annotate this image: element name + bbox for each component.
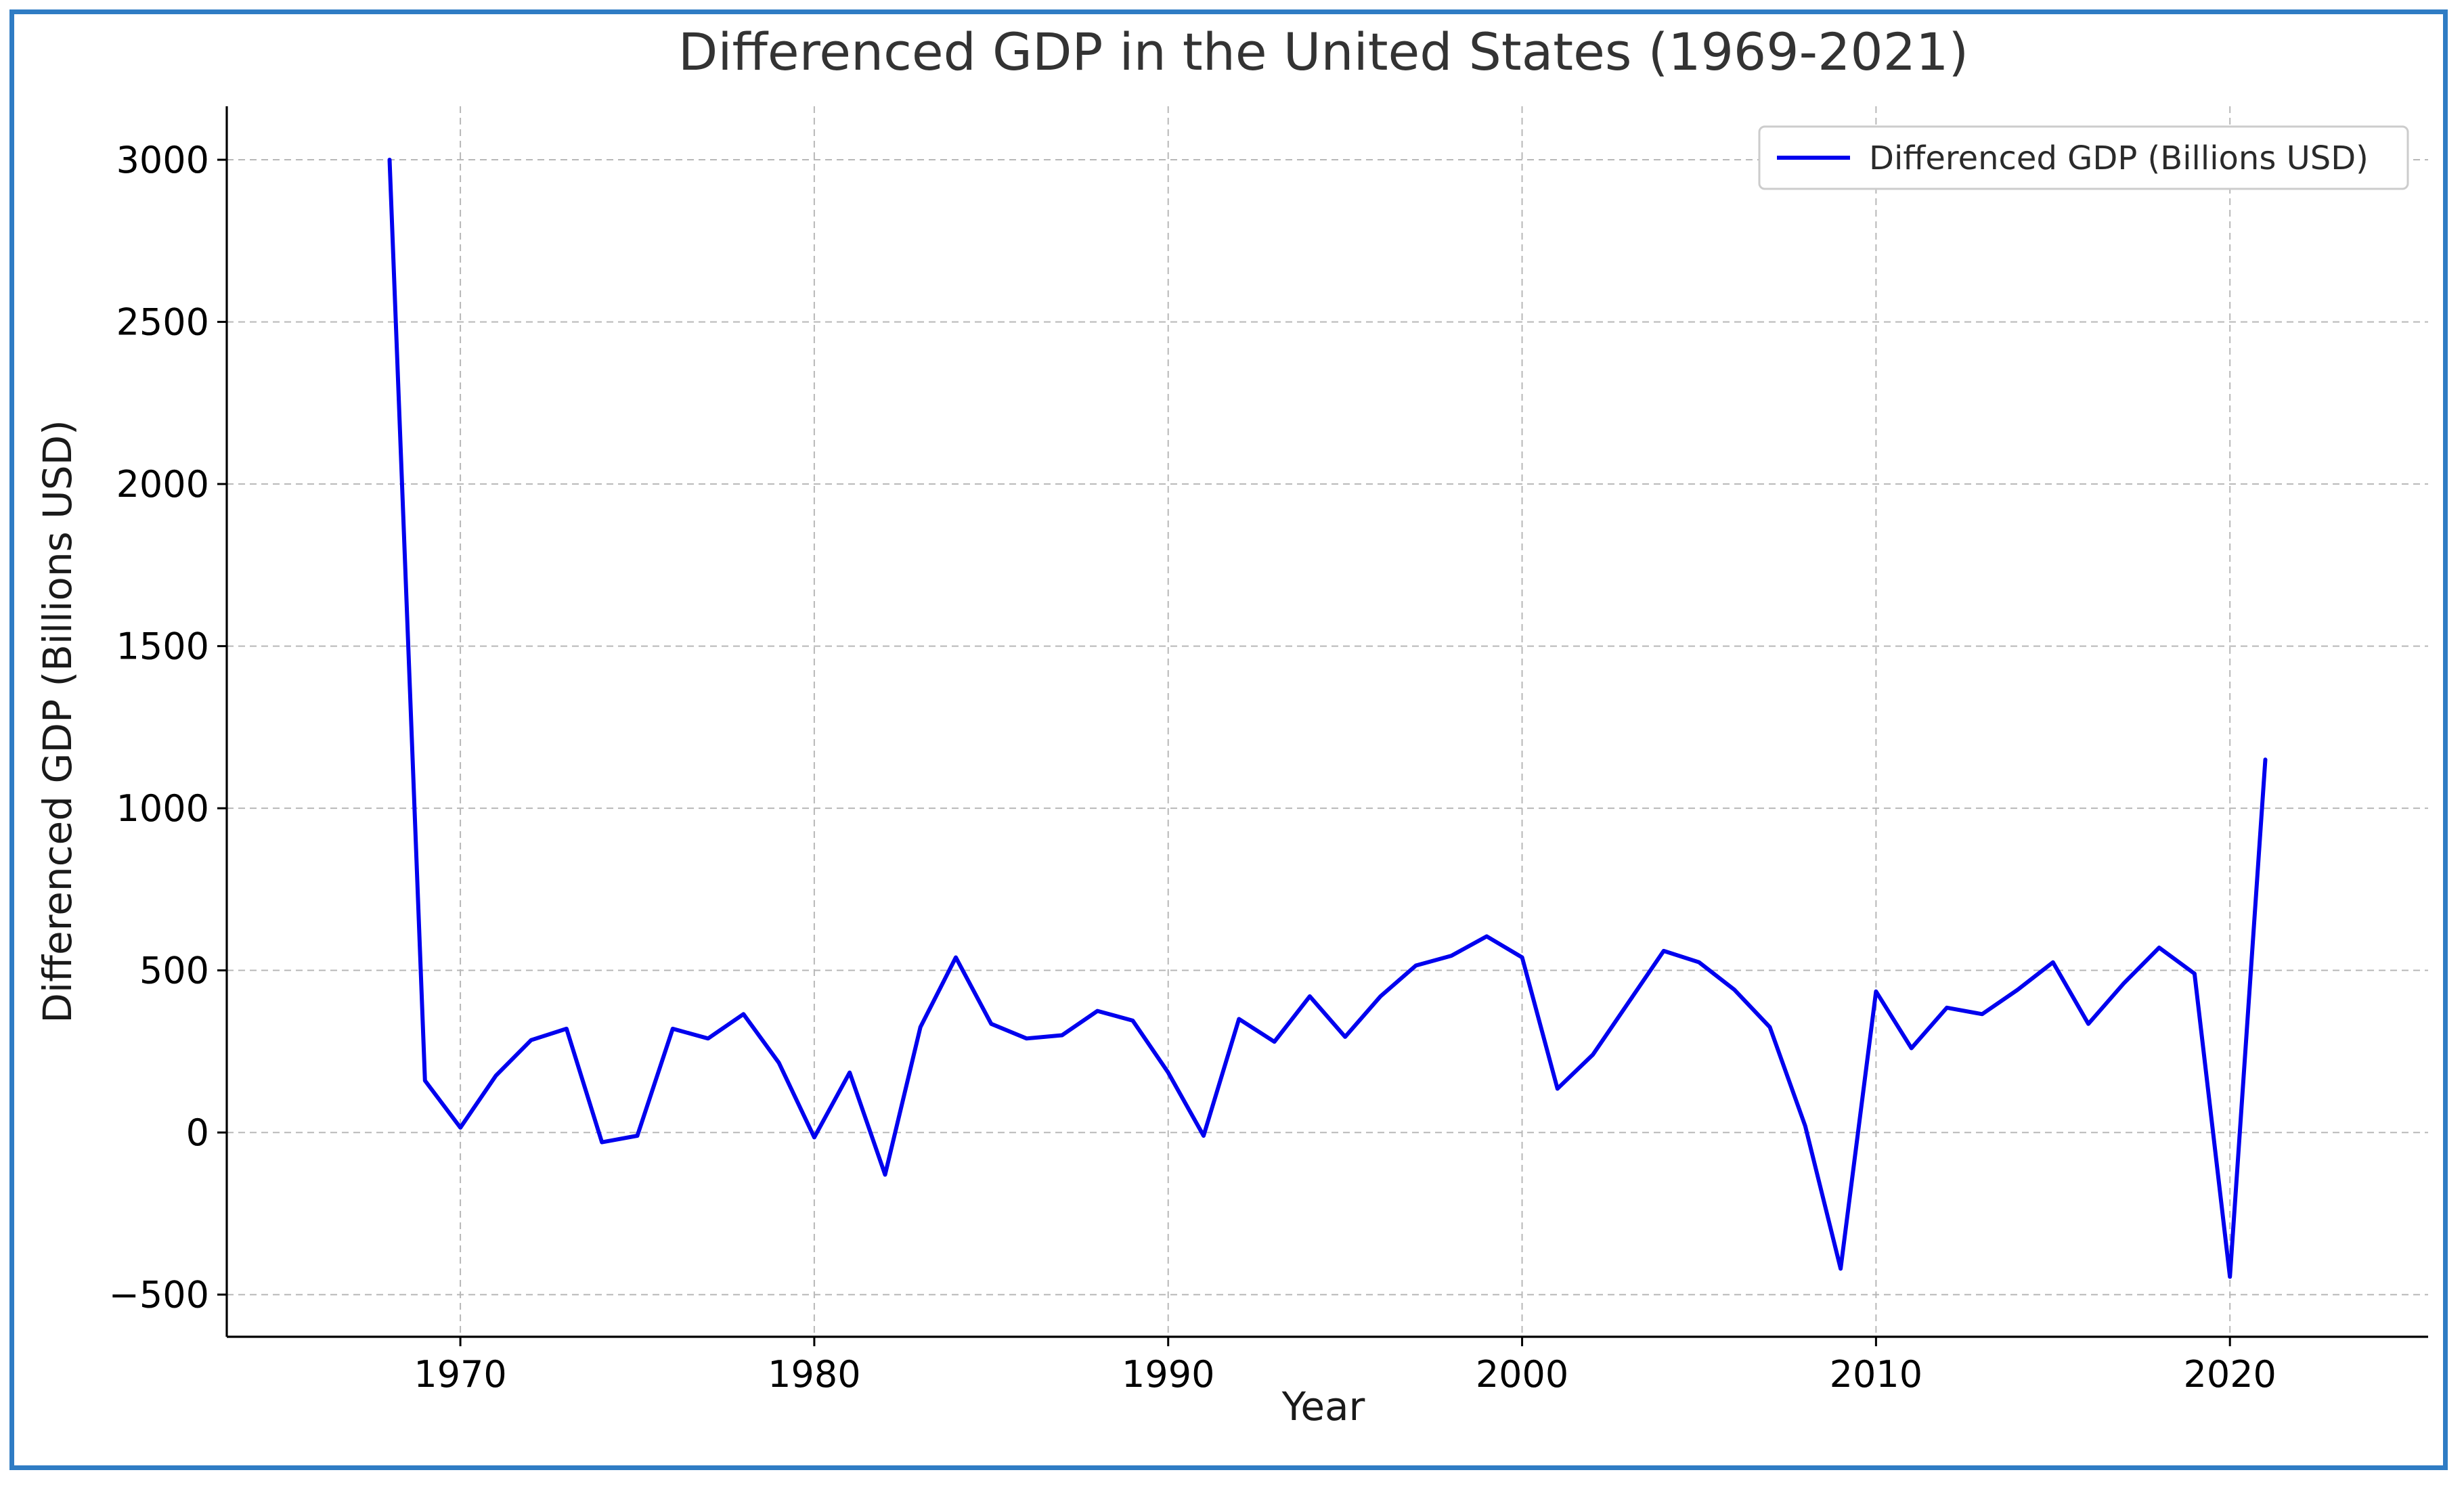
y-tick-label: 1000: [116, 787, 209, 830]
chart-svg: 1970 1980 1990 2000 2010 2020 −500 0 500 1000 1500…: [35, 22, 2428, 1429]
x-axis-title: Year: [1281, 1383, 1365, 1429]
y-tick-label: −500: [109, 1274, 209, 1316]
x-tick-label: 1990: [1122, 1353, 1214, 1396]
axes: [225, 106, 2428, 1338]
x-tick-label: 1970: [414, 1353, 506, 1396]
x-tick-label: 2000: [1476, 1353, 1568, 1396]
y-tick-label: 3000: [116, 139, 209, 181]
series-line-differenced-gdp: [387, 158, 2268, 1279]
y-axis-title: Differenced GDP (Billions USD): [35, 420, 81, 1023]
y-tick-label: 0: [186, 1111, 209, 1154]
x-tick-label: 2020: [2183, 1353, 2276, 1396]
chart-frame: 1970 1980 1990 2000 2010 2020 −500 0 500 1000 1500…: [9, 9, 2448, 1470]
y-tick-label: 1500: [116, 625, 209, 668]
ticks: 1970 1980 1990 2000 2010 2020 −500 0 500 1000 1500…: [109, 139, 2276, 1396]
series-layer: [387, 158, 2268, 1279]
grid: [227, 106, 2428, 1337]
y-tick-label: 2000: [116, 463, 209, 506]
x-tick-label: 1980: [768, 1353, 860, 1396]
x-tick-label: 2010: [1830, 1353, 1922, 1396]
legend: Differenced GDP (Billions USD): [1758, 125, 2409, 190]
chart-title: Differenced GDP in the United States (19…: [678, 22, 1968, 82]
legend-box: [1758, 125, 2409, 190]
y-tick-label: 2500: [116, 301, 209, 344]
y-tick-label: 500: [139, 950, 209, 992]
legend-label: Differenced GDP (Billions USD): [1869, 139, 2369, 177]
